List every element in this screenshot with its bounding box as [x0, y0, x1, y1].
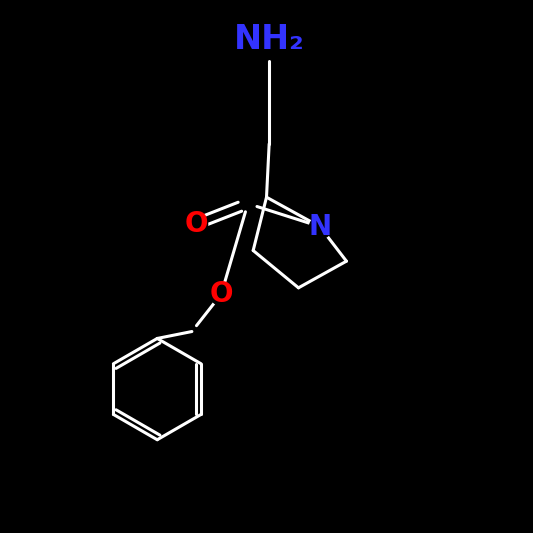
Text: NH₂: NH₂ [234, 23, 304, 56]
Text: O: O [184, 210, 208, 238]
Text: N: N [308, 213, 332, 240]
Text: O: O [209, 280, 233, 308]
